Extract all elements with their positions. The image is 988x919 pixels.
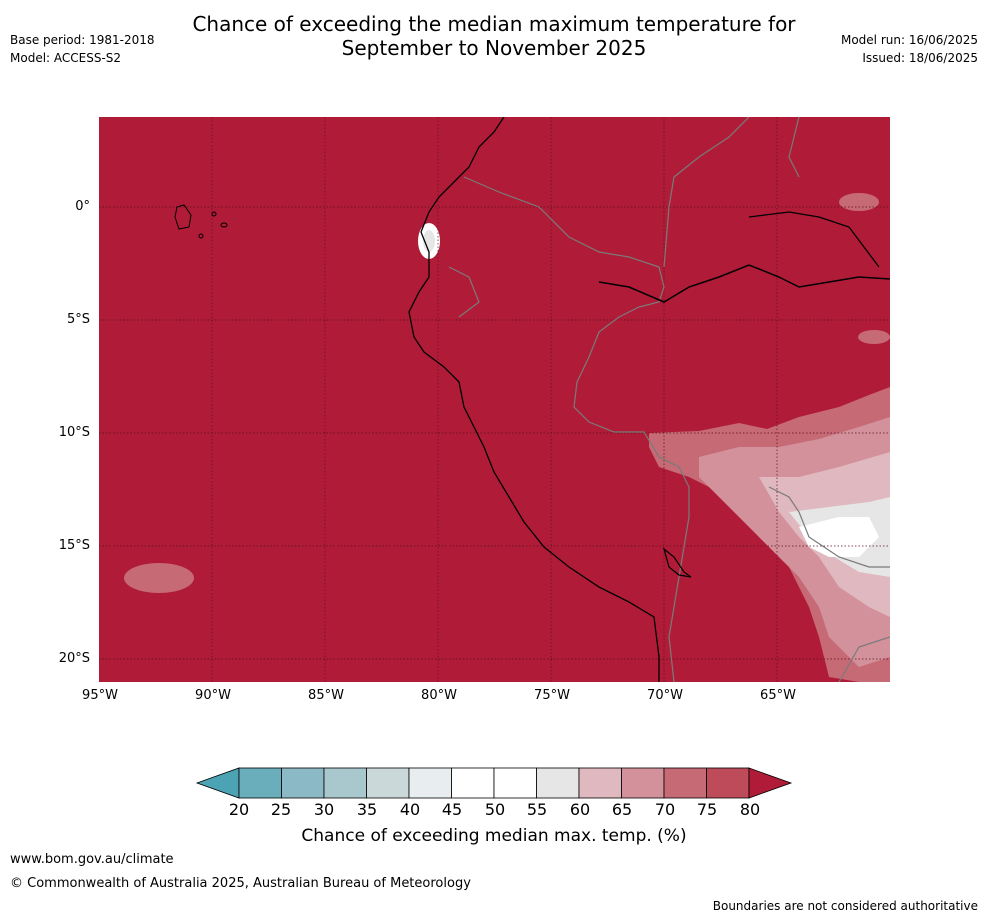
title-line-2: September to November 2025	[341, 36, 647, 60]
colorbar-swatch	[493, 767, 537, 799]
colorbar-extend-low	[195, 767, 240, 799]
galapagos-islands	[174, 204, 228, 239]
colorbar-tick: 55	[526, 800, 548, 819]
colorbar-swatch	[663, 767, 707, 799]
colorbar-tick: 30	[313, 800, 335, 819]
base-period: Base period: 1981-2018	[10, 33, 155, 47]
lat-label: 15°S	[58, 538, 90, 553]
model-run: Model run: 16/06/2025	[840, 33, 978, 47]
colorbar-tick: 60	[569, 800, 591, 819]
map-title: Chance of exceeding the median maximum t…	[0, 12, 988, 60]
issued-date: Issued: 18/06/2025	[862, 51, 978, 65]
lon-label: 70°W	[647, 688, 683, 703]
lon-label: 75°W	[534, 688, 570, 703]
colorbar-tick: 25	[270, 800, 292, 819]
colorbar	[195, 767, 793, 799]
colorbar-swatch	[281, 767, 325, 799]
colorbar-tick: 40	[399, 800, 421, 819]
colorbar-swatch	[408, 767, 452, 799]
map-background	[99, 117, 890, 682]
lon-label: 65°W	[760, 688, 796, 703]
colorbar-swatch	[366, 767, 410, 799]
country-borders	[448, 117, 890, 682]
lon-label: 90°W	[195, 688, 231, 703]
colorbar-swatches	[195, 767, 793, 799]
colorbar-tick: 35	[356, 800, 378, 819]
map-svg	[99, 117, 890, 682]
colorbar-tick: 50	[484, 800, 506, 819]
colorbar-swatch	[323, 767, 367, 799]
rio-negro	[748, 211, 880, 268]
colorbar-swatch	[578, 767, 622, 799]
lat-label: 20°S	[58, 651, 90, 666]
coastline	[408, 117, 660, 682]
website-link[interactable]: www.bom.gov.au/climate	[10, 852, 174, 867]
probability-map	[99, 117, 890, 682]
colorbar-swatch	[706, 767, 750, 799]
graticule	[99, 117, 890, 682]
colorbar-tick: 75	[696, 800, 718, 819]
contour-region-southeast	[124, 193, 890, 682]
lat-label: 10°S	[58, 425, 90, 440]
colorbar-swatch	[536, 767, 580, 799]
colorbar-swatch	[621, 767, 665, 799]
lon-label: 80°W	[421, 688, 457, 703]
lat-label: 0°	[75, 199, 90, 214]
boundaries-disclaimer: Boundaries are not considered authoritat…	[712, 899, 978, 913]
colorbar-extend-high	[748, 767, 793, 799]
title-line-1: Chance of exceeding the median maximum t…	[192, 12, 796, 36]
colorbar-swatch	[238, 767, 282, 799]
lake-titicaca	[662, 547, 692, 578]
copyright-text: © Commonwealth of Australia 2025, Austra…	[10, 876, 471, 891]
lon-label: 85°W	[308, 688, 344, 703]
colorbar-tick: 45	[441, 800, 463, 819]
colorbar-tick: 20	[228, 800, 250, 819]
lon-label: 95°W	[82, 688, 118, 703]
model-name: Model: ACCESS-S2	[10, 51, 122, 65]
colorbar-swatch	[451, 767, 495, 799]
colorbar-tick: 65	[611, 800, 633, 819]
colorbar-ticks: 20 25 30 35 40 45 50 55 60 65 70 75 80	[0, 800, 988, 822]
colorbar-label: Chance of exceeding median max. temp. (%…	[301, 826, 687, 846]
colorbar-tick: 80	[739, 800, 761, 819]
lat-label: 5°S	[66, 312, 90, 327]
amazon-river	[598, 264, 890, 303]
colorbar-tick: 70	[654, 800, 676, 819]
